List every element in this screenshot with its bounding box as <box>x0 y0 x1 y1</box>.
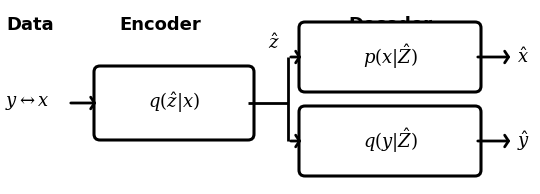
Text: $\hat{y}$: $\hat{y}$ <box>517 129 530 153</box>
Text: Decoder: Decoder <box>348 16 432 34</box>
FancyBboxPatch shape <box>94 66 254 140</box>
Text: $q(\hat{z}|x)$: $q(\hat{z}|x)$ <box>148 91 200 115</box>
Text: $\hat{z}$: $\hat{z}$ <box>268 33 280 53</box>
Text: $\hat{x}$: $\hat{x}$ <box>517 47 529 67</box>
Text: $p(x|\hat{Z})$: $p(x|\hat{Z})$ <box>362 43 417 71</box>
Text: $q(y|\hat{Z})$: $q(y|\hat{Z})$ <box>362 127 417 155</box>
Text: $y \leftrightarrow x$: $y \leftrightarrow x$ <box>5 94 50 112</box>
Text: Encoder: Encoder <box>119 16 201 34</box>
FancyBboxPatch shape <box>299 22 481 92</box>
Text: Data: Data <box>6 16 54 34</box>
FancyBboxPatch shape <box>299 106 481 176</box>
